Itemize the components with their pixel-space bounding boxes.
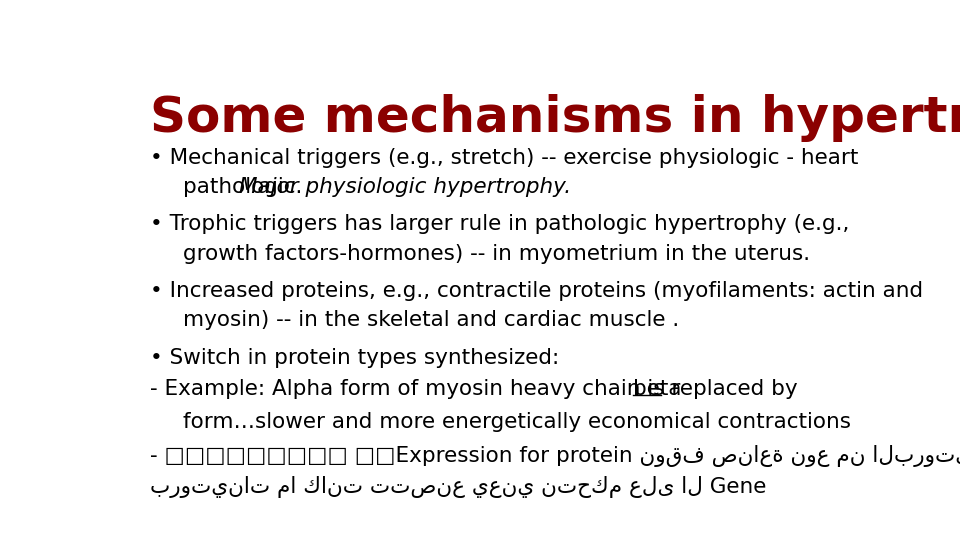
- Text: • Switch in protein types synthesized:: • Switch in protein types synthesized:: [150, 348, 559, 368]
- Text: growth factors-hormones) -- in myometrium in the uterus.: growth factors-hormones) -- in myometriu…: [183, 244, 810, 264]
- Text: beta: beta: [634, 379, 682, 399]
- Text: - □□□□□□□□□ □□Expression for protein ‫نوقف صناعة نوع من البروتينات و نصنع-‬: - □□□□□□□□□ □□Expression for protein ‫نو…: [150, 446, 960, 467]
- Text: form…slower and more energetically economical contractions: form…slower and more energetically econo…: [183, 412, 852, 432]
- Text: Some mechanisms in hypertrophy: Some mechanisms in hypertrophy: [150, 94, 960, 142]
- Text: pathologic.: pathologic.: [183, 177, 309, 197]
- Text: • Trophic triggers has larger rule in pathologic hypertrophy (e.g.,: • Trophic triggers has larger rule in pa…: [150, 214, 850, 234]
- Text: ‫بروتينات ما كانت تتصنع يعني نتحكم على ال Gene‬: ‫بروتينات ما كانت تتصنع يعني نتحكم على ا…: [150, 476, 766, 498]
- Text: Major physiologic hypertrophy.: Major physiologic hypertrophy.: [239, 177, 571, 197]
- Text: myosin) -- in the skeletal and cardiac muscle .: myosin) -- in the skeletal and cardiac m…: [183, 310, 680, 330]
- Text: • Mechanical triggers (e.g., stretch) -- exercise physiologic - heart: • Mechanical triggers (e.g., stretch) --…: [150, 148, 858, 168]
- Text: • Increased proteins, e.g., contractile proteins (myofilaments: actin and: • Increased proteins, e.g., contractile …: [150, 281, 923, 301]
- Text: - Example: Alpha form of myosin heavy chain is replaced by: - Example: Alpha form of myosin heavy ch…: [150, 379, 804, 399]
